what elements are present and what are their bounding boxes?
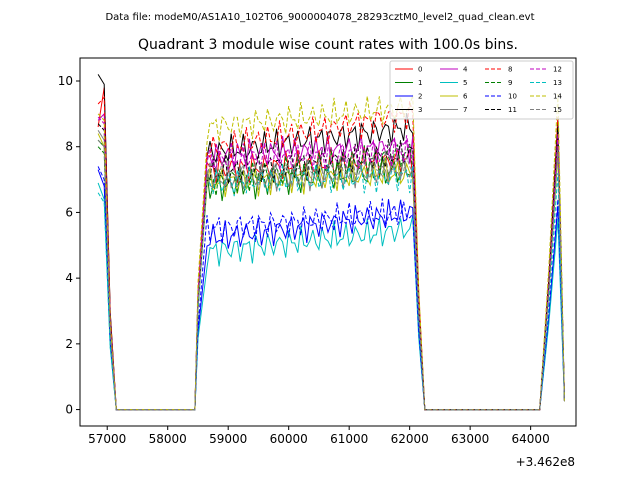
x-tick-label: 61000 bbox=[330, 432, 368, 446]
legend-label-1: 1 bbox=[418, 79, 422, 87]
x-tick-label: 58000 bbox=[149, 432, 187, 446]
chart-title: Quadrant 3 module wise count rates with … bbox=[138, 37, 518, 53]
legend-box bbox=[389, 60, 574, 120]
series-line-14 bbox=[97, 94, 565, 411]
x-offset-label: +3.462e8 bbox=[516, 455, 575, 469]
series-line-6 bbox=[97, 133, 565, 411]
legend-label-11: 11 bbox=[508, 106, 517, 114]
series-line-11 bbox=[97, 123, 565, 411]
y-tick-label: 0 bbox=[65, 403, 73, 417]
y-tick-label: 10 bbox=[58, 74, 73, 88]
y-axis: 0 2 4 6 8 10 bbox=[58, 74, 80, 417]
x-tick-label: 60000 bbox=[270, 432, 308, 446]
legend-label-14: 14 bbox=[553, 93, 562, 101]
legend-label-3: 3 bbox=[418, 106, 422, 114]
series-line-9 bbox=[97, 143, 565, 411]
legend-label-15: 15 bbox=[553, 106, 562, 114]
series-line-5 bbox=[97, 182, 565, 411]
y-tick-label: 6 bbox=[65, 205, 73, 219]
series-line-15 bbox=[97, 139, 565, 411]
x-tick-label: 64000 bbox=[512, 432, 550, 446]
series-line-2 bbox=[97, 169, 565, 411]
x-tick-label: 63000 bbox=[451, 432, 489, 446]
legend-label-10: 10 bbox=[508, 93, 517, 101]
legend-label-4: 4 bbox=[463, 66, 468, 74]
y-tick-label: 8 bbox=[65, 140, 73, 154]
series-line-10 bbox=[97, 166, 565, 411]
legend-label-9: 9 bbox=[508, 79, 512, 87]
x-axis: 57000 58000 59000 60000 61000 62000 63000 64000 bbox=[88, 426, 550, 446]
legend-label-2: 2 bbox=[418, 93, 422, 101]
plot-lines bbox=[97, 74, 565, 411]
legend-label-12: 12 bbox=[553, 66, 562, 74]
series-line-8 bbox=[97, 96, 565, 411]
series-line-4 bbox=[97, 112, 565, 411]
y-tick-label: 4 bbox=[65, 271, 73, 285]
legend-label-8: 8 bbox=[508, 66, 512, 74]
series-line-13 bbox=[97, 163, 565, 411]
x-tick-label: 59000 bbox=[209, 432, 247, 446]
series-line-1 bbox=[97, 139, 565, 411]
x-tick-label: 57000 bbox=[88, 432, 126, 446]
suptitle: Data file: modeM0/AS1A10_102T06_90000040… bbox=[105, 12, 534, 23]
plot-frame bbox=[79, 57, 577, 427]
x-tick-label: 62000 bbox=[391, 432, 429, 446]
legend-label-6: 6 bbox=[463, 93, 468, 101]
legend-label-7: 7 bbox=[463, 106, 467, 114]
legend-label-0: 0 bbox=[418, 66, 422, 74]
legend-label-5: 5 bbox=[463, 79, 467, 87]
legend-label-13: 13 bbox=[553, 79, 562, 87]
y-tick-label: 2 bbox=[65, 337, 73, 351]
